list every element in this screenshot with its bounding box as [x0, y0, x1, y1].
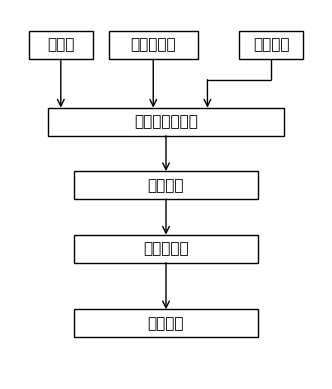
Bar [74, 235, 258, 263]
Bar [29, 31, 93, 59]
Text: 洗衣机水: 洗衣机水 [253, 38, 290, 53]
Text: 厨房水: 厨房水 [47, 38, 74, 53]
Bar [239, 31, 303, 59]
Text: 卫生间污水: 卫生间污水 [130, 38, 176, 53]
Text: 排放或回用: 排放或回用 [143, 241, 189, 256]
Bar [109, 31, 198, 59]
Text: 人工湿地: 人工湿地 [148, 178, 184, 193]
Bar [74, 309, 258, 337]
Bar [74, 171, 258, 199]
Bar [48, 108, 284, 136]
Text: 达标出水: 达标出水 [148, 316, 184, 331]
Text: 污水收集、厌氧: 污水收集、厌氧 [134, 114, 198, 129]
